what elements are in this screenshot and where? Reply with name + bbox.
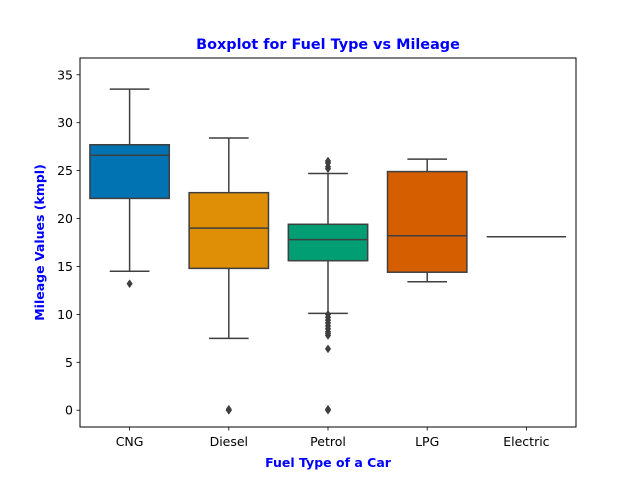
x-tick-label: Petrol [310, 434, 346, 449]
box-group-petrol [287, 156, 369, 415]
plot-layer [89, 88, 567, 415]
y-tick-label: 25 [57, 163, 73, 178]
x-tick-label: CNG [116, 434, 144, 449]
box-petrol [287, 223, 369, 262]
y-tick-label: 20 [57, 211, 73, 226]
outlier-point-petrol [324, 156, 332, 166]
x-axis-label: Fuel Type of a Car [265, 455, 392, 470]
axis-layer: 0 5 10 15 20 25 30 35 CNG Diesel Petrol LPG Electric [57, 67, 550, 449]
outlier-point-petrol [324, 404, 332, 414]
x-tick-label: Electric [503, 434, 549, 449]
outlier-point-cng [126, 279, 133, 289]
chart-title: Boxplot for Fuel Type vs Mileage [196, 37, 460, 53]
box-diesel [188, 191, 270, 270]
outlier-point-petrol [324, 309, 332, 319]
y-tick-label: 0 [65, 403, 73, 418]
box-group-cng [89, 88, 171, 289]
y-tick-label: 5 [65, 355, 73, 370]
box-group-lpg [386, 158, 468, 283]
outlier-point-diesel [225, 404, 232, 414]
y-tick-label: 30 [57, 115, 73, 130]
x-tick-label: Diesel [210, 434, 248, 449]
x-tick-label: LPG [415, 434, 439, 449]
outlier-point-petrol [324, 344, 332, 354]
y-tick-label: 15 [57, 259, 73, 274]
box-group-diesel [188, 137, 270, 415]
y-tick-label: 10 [57, 307, 73, 322]
box-cng [89, 143, 171, 200]
y-axis-label: Mileage Values (kmpl) [32, 164, 47, 321]
y-tick-label: 35 [57, 67, 73, 82]
box-lpg [386, 170, 468, 273]
